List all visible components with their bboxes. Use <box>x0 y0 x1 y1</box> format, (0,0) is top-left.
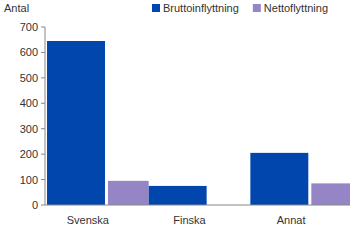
y-tick <box>41 179 45 180</box>
bar <box>149 186 207 205</box>
chart-svg: Antal 0 100 200 300 400 500 600 700 Svenska Finska… <box>0 0 360 231</box>
y-tick <box>41 205 45 206</box>
y-axis-label: Antal <box>4 2 29 14</box>
y-axis <box>45 27 46 205</box>
y-tick-label: 200 <box>20 148 38 160</box>
y-tick <box>41 154 45 155</box>
y-tick-label: 500 <box>20 72 38 84</box>
x-tick-label: Svenska <box>67 214 110 226</box>
y-tick <box>41 77 45 78</box>
bar <box>250 153 308 205</box>
bar <box>108 181 149 205</box>
x-axis <box>45 205 350 206</box>
y-tick <box>41 128 45 129</box>
y-tick <box>41 27 45 28</box>
legend-label: Nettoflyttning <box>264 2 328 14</box>
y-tick-label: 600 <box>20 46 38 58</box>
legend-swatch <box>253 4 261 12</box>
bar <box>47 41 105 205</box>
x-tick-label: Finska <box>173 214 206 226</box>
legend-label: Bruttoinflyttning <box>163 2 239 14</box>
y-tick <box>41 103 45 104</box>
y-tick-label: 300 <box>20 123 38 135</box>
legend-swatch <box>152 4 160 12</box>
y-tick <box>41 52 45 53</box>
y-tick-label: 700 <box>20 21 38 33</box>
y-tick-label: 0 <box>32 199 38 211</box>
y-tick-label: 400 <box>20 97 38 109</box>
bar <box>311 183 350 205</box>
bars <box>47 41 350 205</box>
y-tick-label: 100 <box>20 174 38 186</box>
chart-container: Antal 0 100 200 300 400 500 600 700 Svenska Finska… <box>0 0 360 231</box>
x-tick-label: Annat <box>277 214 306 226</box>
